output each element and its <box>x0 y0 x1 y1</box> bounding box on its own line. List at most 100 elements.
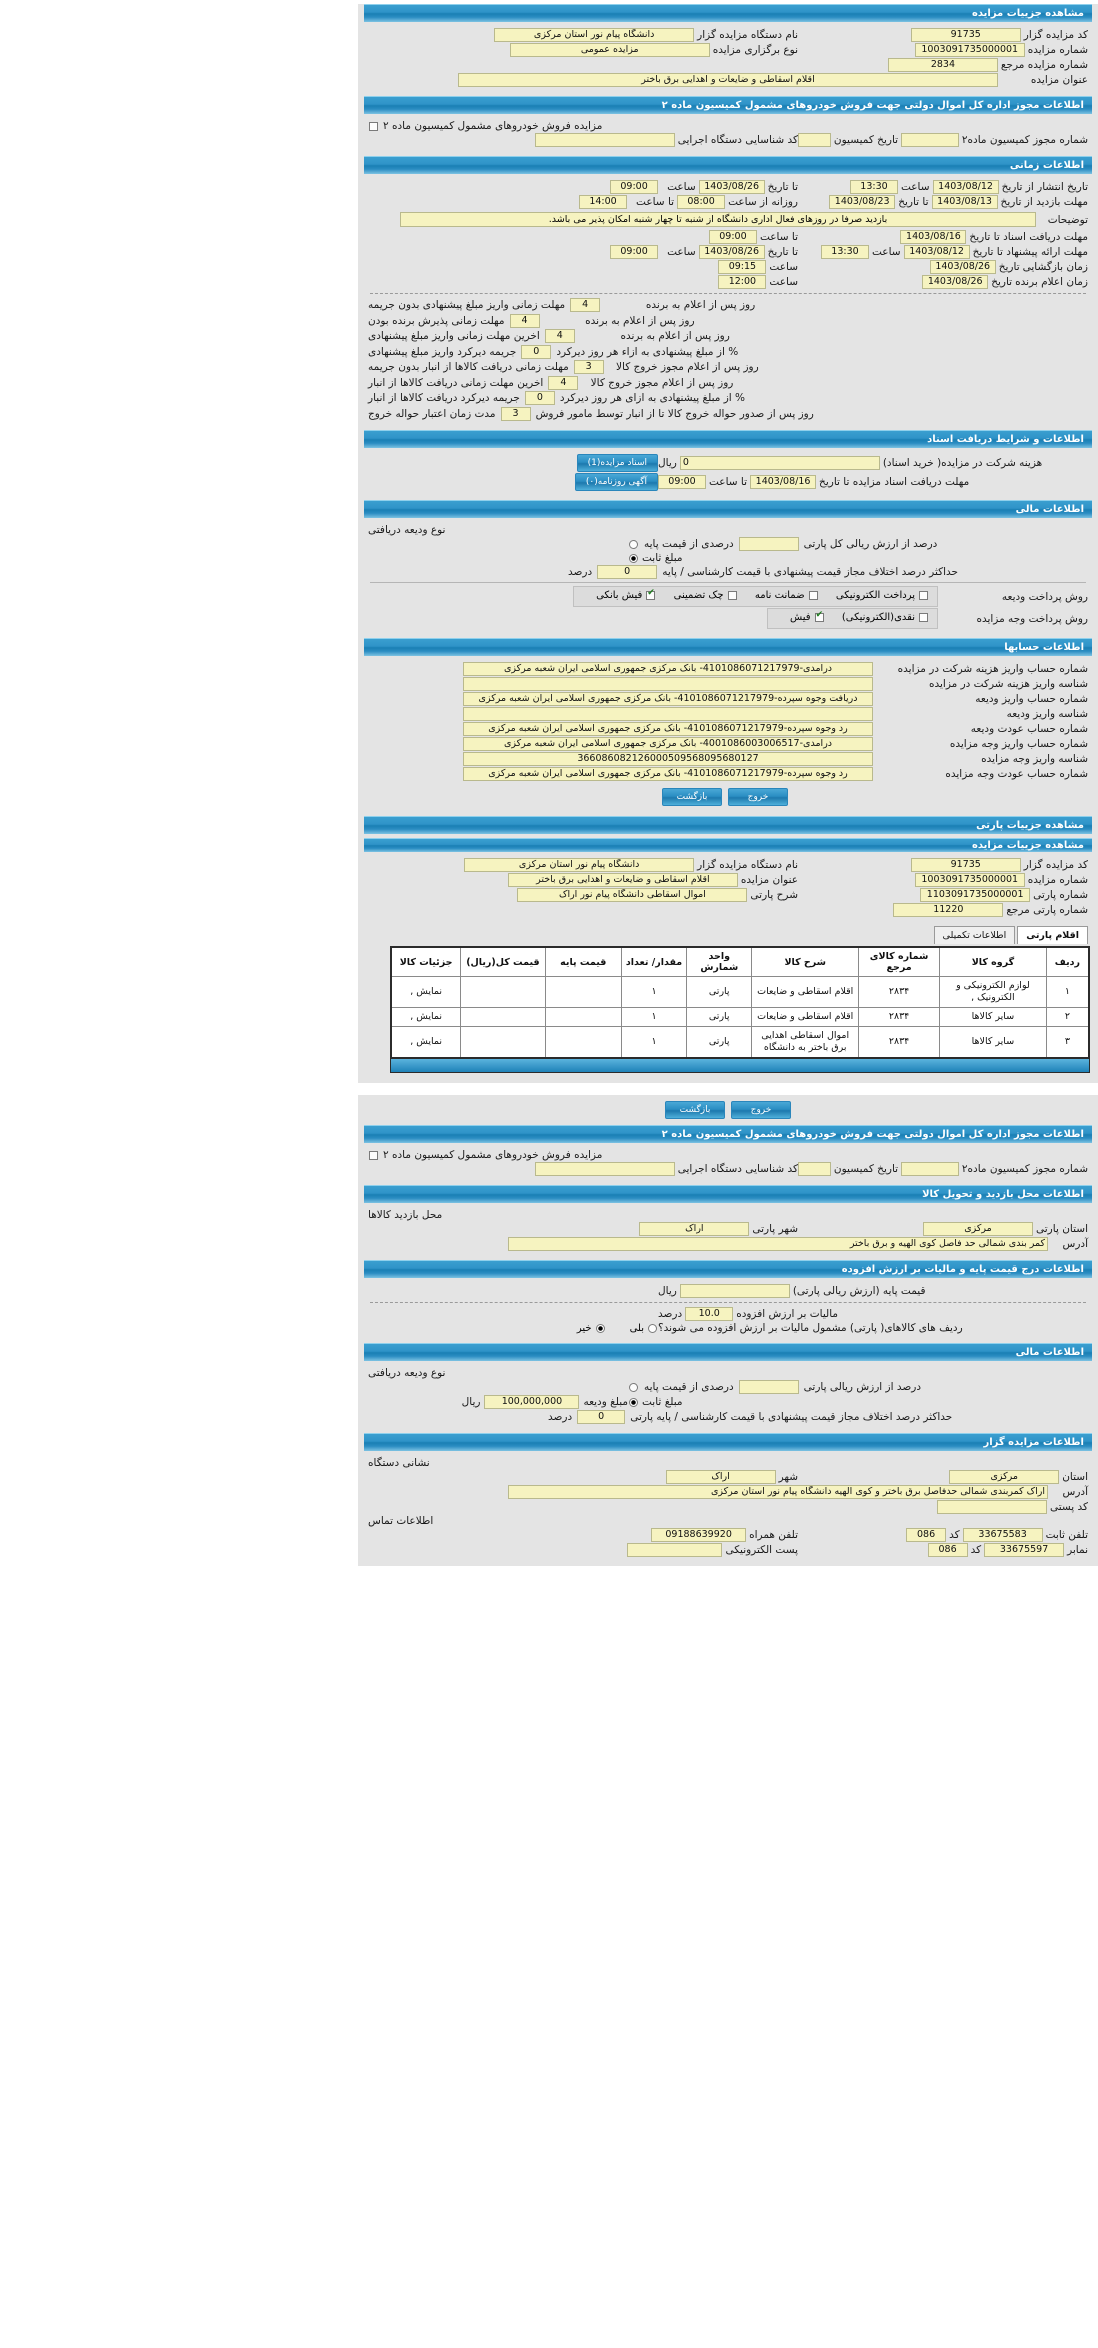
field-party-org[interactable]: دانشگاه پیام نور استان مرکزی <box>464 858 695 872</box>
field-account-6[interactable]: 366086082126000509568095680127 <box>463 752 873 766</box>
field-winner-hour[interactable]: 12:00 <box>718 275 767 289</box>
field-percent-value-2[interactable] <box>738 1380 799 1394</box>
field-email[interactable] <box>627 1543 723 1557</box>
tab-party-items[interactable]: اقلام پارتی <box>1017 926 1088 944</box>
field-permit-number-2[interactable] <box>901 1162 959 1176</box>
field-docs-fee[interactable]: 0 <box>679 456 880 470</box>
option-bank-receipt[interactable]: فیش بانکی <box>596 589 656 601</box>
field-party-auction-title[interactable]: اقلام اسقاطی و ضایعات و اهدایی برق باختر <box>507 873 738 887</box>
field-mobile[interactable]: 09188639920 <box>651 1528 747 1542</box>
field-winner-date[interactable]: 1403/08/26 <box>922 275 989 289</box>
option-receipt[interactable]: فیش <box>790 611 825 623</box>
field-account-1[interactable] <box>463 677 873 691</box>
field-docs-receipt-time[interactable]: 09:00 <box>658 475 706 489</box>
radio-vat-no[interactable] <box>595 1323 605 1333</box>
exit-button-bottom[interactable]: خروج <box>731 1101 791 1119</box>
field-visit-from-date[interactable]: 1403/08/13 <box>931 195 998 209</box>
field-exec-org-code[interactable] <box>534 133 675 147</box>
field-auctioneer-province[interactable]: مرکزی <box>949 1470 1060 1484</box>
field-auctioneer-city[interactable]: اراک <box>665 1470 776 1484</box>
cell-goods-details-0[interactable]: نمایش , <box>390 976 462 1008</box>
field-auction-title[interactable]: اقلام اسقاطی و ضایعات و اهدایی برق باختر <box>458 73 998 87</box>
table-row[interactable]: ۱ لوازم الکترونیکی و الکترونیک , ۲۸۳۴ اق… <box>390 976 1090 1008</box>
field-bid-deadline-date[interactable]: 1403/08/12 <box>903 245 970 259</box>
field-publish-to-date[interactable]: 1403/08/26 <box>698 180 765 194</box>
field-party-no[interactable]: 1103091735000001 <box>920 888 1031 902</box>
checkbox-cash-electronic[interactable] <box>919 613 928 622</box>
field-notes[interactable]: بازدید صرفا در روزهای فعال اداری دانشگاه… <box>400 212 1036 227</box>
field-deposit-amount[interactable]: 100,000,000 <box>484 1395 580 1409</box>
option-guarantee-letter[interactable]: ضمانت نامه <box>755 590 819 601</box>
field-docs-deadline-time[interactable]: 09:00 <box>708 230 757 244</box>
field-party-auction-no[interactable]: 1003091735000001 <box>914 873 1025 887</box>
field-visit-city[interactable]: اراک <box>639 1222 750 1236</box>
checkbox-electronic-payment[interactable] <box>919 591 928 600</box>
field-max-diff-2[interactable]: 0 <box>577 1410 626 1424</box>
field-commission-date[interactable] <box>798 133 831 147</box>
field-party-desc[interactable]: اموال اسقاطی دانشگاه پیام نور اراک <box>517 888 748 902</box>
checkbox-certified-check[interactable] <box>727 591 737 600</box>
field-exec-org-code-2[interactable] <box>534 1162 675 1176</box>
field-visit-daily-from[interactable]: 08:00 <box>677 195 726 209</box>
field-visit-province[interactable]: مرکزی <box>923 1222 1033 1236</box>
field-phone-code[interactable]: 086 <box>906 1528 947 1542</box>
back-button-top[interactable]: بازگشت <box>662 788 722 806</box>
field-permit-number[interactable] <box>901 133 959 147</box>
table-row[interactable]: ۳ سایر کالاها ۲۸۳۴ اموال اسقاطی اهدایی ب… <box>390 1026 1090 1059</box>
field-ref-auction-number[interactable]: 2834 <box>887 58 998 72</box>
cell-goods-details-2[interactable]: نمایش , <box>390 1026 462 1059</box>
tab-supplementary-info[interactable]: اطلاعات تکمیلی <box>933 926 1016 944</box>
field-docs-deadline-date[interactable]: 1403/08/16 <box>900 230 967 244</box>
field-bid-to-date[interactable]: 1403/08/26 <box>698 245 765 259</box>
field-auction-org[interactable]: دانشگاه پیام نور استان مرکزی <box>494 28 695 42</box>
field-visit-address[interactable]: کمر بندی شمالی حد فاصل کوی الهیه و برق ب… <box>508 1237 1048 1251</box>
field-vat[interactable]: 10.0 <box>685 1307 734 1321</box>
field-max-diff[interactable]: 0 <box>597 565 658 579</box>
option-certified-check[interactable]: چک تضمینی <box>674 590 738 601</box>
field-bid-deadline-time[interactable]: 13:30 <box>821 245 869 259</box>
deadline-value-0[interactable]: 4 <box>570 298 601 312</box>
field-auctioneer-code[interactable]: 91735 <box>910 28 1021 42</box>
deadline-value-1[interactable]: 4 <box>509 313 540 328</box>
deadline-value-3[interactable]: 0 <box>521 344 552 359</box>
table-row[interactable]: ۲ سایر کالاها ۲۸۳۴ اقلام اسقاطی و ضایعات… <box>390 1007 1090 1027</box>
field-publish-end-time[interactable]: 09:00 <box>610 180 659 194</box>
field-account-0[interactable]: درآمدی-4101086071217979- بانک مرکزی جمهو… <box>463 662 873 676</box>
option-electronic-payment[interactable]: پرداخت الکترونیکی <box>836 590 929 601</box>
field-phone[interactable]: 33675583 <box>962 1528 1043 1542</box>
cell-goods-details-1[interactable]: نمایش , <box>390 1007 462 1027</box>
field-account-7[interactable]: رد وجوه سپرده-4101086071217979- بانک مرک… <box>463 767 873 781</box>
checkbox-vehicle-auction[interactable] <box>369 121 378 131</box>
field-visit-daily-to[interactable]: 14:00 <box>579 195 628 209</box>
field-account-2[interactable]: دریافت وجوه سپرده-4101086071217979- بانک… <box>463 692 873 706</box>
field-docs-receipt-date[interactable]: 1403/08/16 <box>750 475 817 489</box>
deadline-value-6[interactable]: 0 <box>524 391 555 405</box>
option-cash-electronic[interactable]: نقدی(الکترونیکی) <box>842 612 929 623</box>
deadline-value-2[interactable]: 4 <box>544 329 575 343</box>
radio-fixed-amount[interactable] <box>629 553 638 563</box>
newspaper-ads-button[interactable]: آگهی روزنامه(۰) <box>574 473 658 491</box>
deadline-value-7[interactable]: 3 <box>500 406 531 421</box>
deadline-value-5[interactable]: 4 <box>548 375 579 390</box>
checkbox-guarantee-letter[interactable] <box>808 591 818 600</box>
field-visit-to-date[interactable]: 1403/08/23 <box>829 195 896 209</box>
field-fax[interactable]: 33675597 <box>984 1543 1065 1557</box>
checkbox-receipt[interactable] <box>814 611 824 622</box>
exit-button-top[interactable]: خروج <box>728 788 788 806</box>
field-opening-hour[interactable]: 09:15 <box>718 260 767 274</box>
field-auctioneer-address[interactable]: اراک کمربندی شمالی حدفاصل برق باختر و کو… <box>508 1485 1048 1499</box>
field-bid-end-time[interactable]: 09:00 <box>610 245 659 259</box>
checkbox-bank-receipt[interactable] <box>646 589 656 600</box>
checkbox-vehicle-auction-2[interactable] <box>369 1150 378 1160</box>
field-base-price[interactable] <box>679 1284 790 1298</box>
field-publish-date[interactable]: 1403/08/12 <box>932 180 999 194</box>
field-publish-time[interactable]: 13:30 <box>849 180 898 194</box>
radio-vat-yes[interactable] <box>648 1323 657 1333</box>
option-vat-no[interactable]: خیر <box>577 1323 606 1334</box>
field-party-auctioneer-code[interactable]: 91735 <box>910 858 1021 872</box>
field-account-5[interactable]: درآمدی-4001086003006517- بانک مرکزی جمهو… <box>463 737 873 751</box>
field-auction-number[interactable]: 1003091735000001 <box>914 43 1025 57</box>
radio-percent-of-base-2[interactable] <box>629 1382 638 1392</box>
deadline-value-4[interactable]: 3 <box>573 360 604 374</box>
field-auction-type[interactable]: مزایده عمومی <box>509 43 710 57</box>
